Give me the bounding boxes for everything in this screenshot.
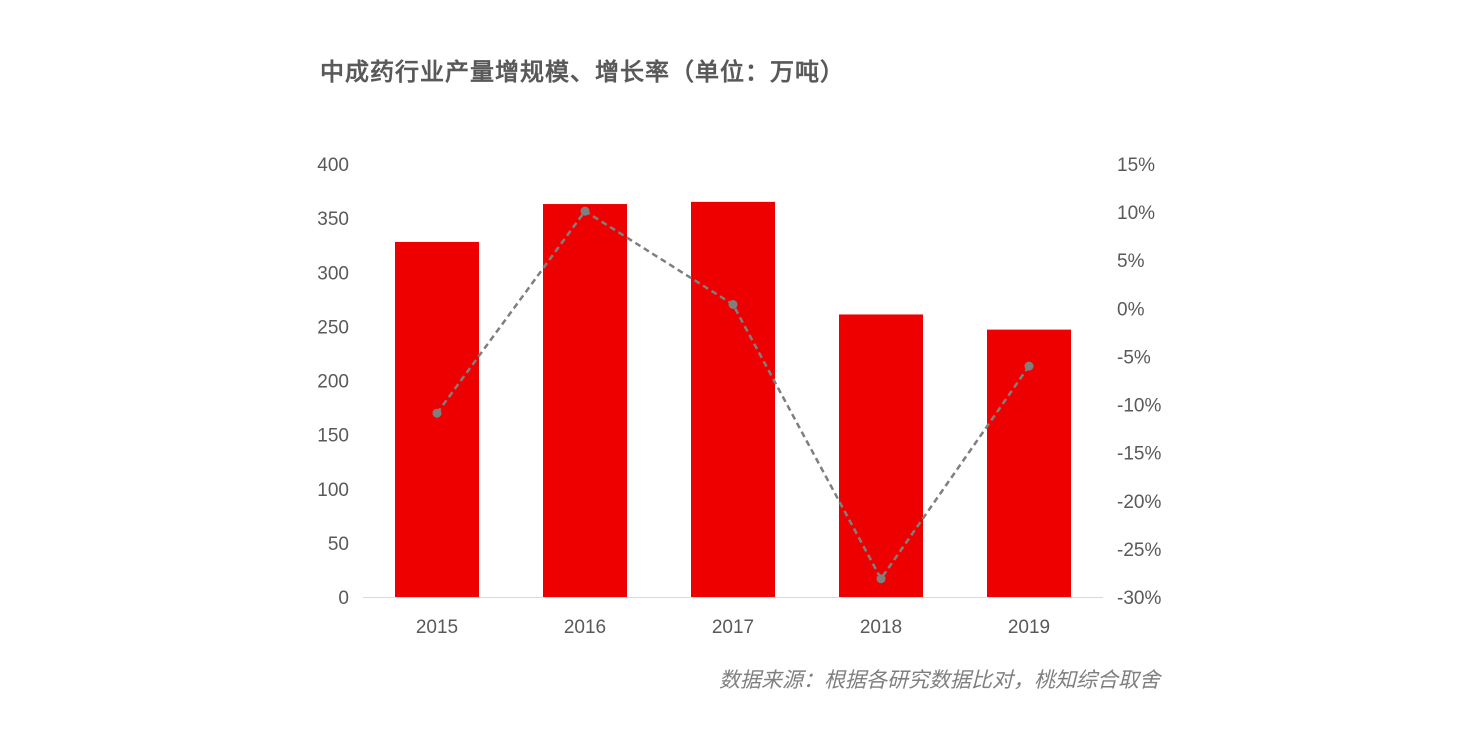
right-axis-tick: -15% <box>1117 444 1161 465</box>
left-axis-tick: 350 <box>317 209 349 230</box>
right-axis-tick: 10% <box>1117 203 1155 224</box>
bar <box>691 201 775 597</box>
right-axis-tick: -25% <box>1117 540 1161 561</box>
source-note: 数据来源：根据各研究数据比对，桃知综合取舍 <box>719 668 1160 692</box>
bar <box>543 204 627 598</box>
right-axis-tick: 5% <box>1117 251 1145 272</box>
x-axis-tick: 2018 <box>860 617 902 638</box>
x-axis-tick: 2016 <box>564 617 606 638</box>
x-axis-tick: 2015 <box>416 617 458 638</box>
left-axis-tick: 300 <box>317 263 349 284</box>
left-axis-tick: 150 <box>317 426 349 447</box>
left-axis-tick: 0 <box>338 588 349 609</box>
bar <box>987 329 1071 597</box>
right-axis-tick: -5% <box>1117 347 1151 368</box>
x-axis-tick: 2019 <box>1008 617 1050 638</box>
chart-title: 中成药行业产量增规模、增长率（单位：万吨） <box>320 58 845 86</box>
bar <box>839 314 923 597</box>
left-axis-tick: 200 <box>317 372 349 393</box>
left-axis-tick: 50 <box>328 534 349 555</box>
right-axis-tick: -10% <box>1117 396 1161 417</box>
x-axis-tick: 2017 <box>712 617 754 638</box>
growth-rate-point <box>728 299 738 309</box>
growth-rate-point <box>876 574 886 584</box>
right-axis-tick: -20% <box>1117 492 1161 513</box>
growth-rate-point <box>580 206 590 216</box>
bar <box>395 241 479 597</box>
left-axis-tick: 100 <box>317 480 349 501</box>
growth-rate-point <box>432 408 442 418</box>
growth-rate-point <box>1024 361 1034 371</box>
right-axis-tick: 0% <box>1117 299 1145 320</box>
left-axis-tick: 250 <box>317 317 349 338</box>
right-axis-tick: 15% <box>1117 155 1155 176</box>
left-axis-tick: 400 <box>317 155 349 176</box>
right-axis-tick: -30% <box>1117 588 1161 609</box>
